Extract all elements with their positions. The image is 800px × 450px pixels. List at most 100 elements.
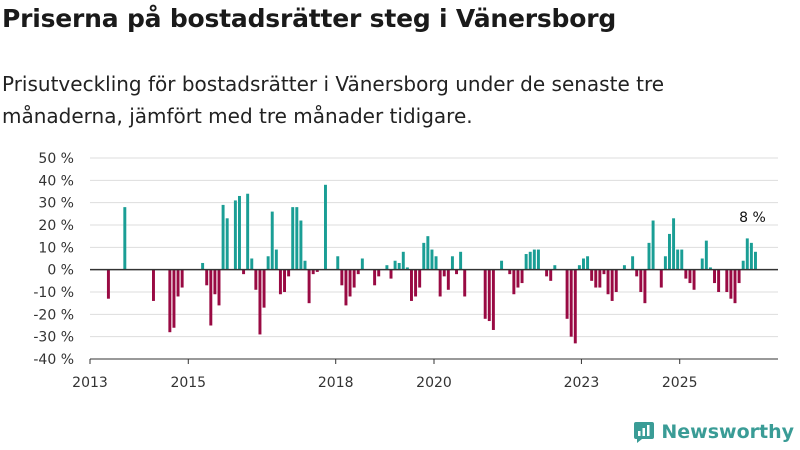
bar-positive: [201, 262, 205, 270]
bar-positive: [336, 256, 340, 270]
bar-positive: [360, 258, 364, 270]
bar-positive: [303, 260, 307, 270]
y-tick-label: 10 %: [38, 240, 74, 256]
y-tick-label: -30 %: [33, 330, 74, 346]
bar-positive: [754, 251, 757, 270]
bar-negative: [713, 269, 716, 284]
bar-negative: [549, 269, 553, 281]
bar-positive: [291, 207, 295, 270]
bar-positive: [225, 218, 229, 270]
bar-negative: [491, 269, 495, 330]
x-tick-label: 2023: [564, 375, 600, 391]
bar-negative: [573, 269, 577, 344]
bar-negative: [258, 269, 262, 335]
bar-negative: [180, 269, 184, 288]
bar-positive: [450, 256, 454, 270]
bar-negative: [168, 269, 172, 333]
bar-positive: [434, 256, 438, 270]
bar-positive: [422, 242, 426, 270]
bar-positive: [676, 249, 680, 270]
bar-negative: [377, 269, 381, 277]
bar-negative: [283, 269, 286, 292]
bar-negative: [512, 269, 516, 295]
bar-negative: [508, 269, 512, 275]
y-tick-label: 20 %: [38, 218, 74, 234]
x-tick-label: 2018: [318, 375, 354, 391]
bar-positive: [631, 256, 635, 270]
bar-positive: [704, 240, 708, 270]
bar-positive: [708, 267, 712, 270]
bar-negative: [348, 269, 352, 297]
newsworthy-logo-icon: [634, 422, 655, 443]
bar-positive: [586, 256, 590, 270]
bar-negative: [356, 269, 360, 275]
bar-positive: [393, 260, 397, 270]
bar-negative: [254, 269, 258, 290]
x-tick-label: 2020: [416, 375, 452, 391]
bar-negative: [610, 269, 614, 301]
bar-positive: [459, 251, 463, 270]
bar-positive: [741, 260, 745, 270]
x-tick-label: 2025: [662, 375, 698, 391]
bar-positive: [324, 184, 327, 270]
bar-positive: [250, 258, 254, 270]
bar-negative: [545, 269, 549, 277]
bar-positive: [528, 251, 532, 270]
bar-positive: [397, 262, 401, 270]
bar-positive: [647, 242, 651, 270]
bar-positive: [430, 249, 434, 270]
bar-negative: [311, 269, 315, 275]
bar-negative: [278, 269, 282, 295]
bar-positive: [524, 254, 528, 270]
axes: -40 % -30 % -20 % -10 % 0 % 10 % 20 % 30 % 40 % 5…: [33, 151, 778, 391]
bar-positive: [622, 265, 626, 270]
bar-positive: [663, 256, 667, 270]
bar-negative: [344, 269, 348, 306]
bar-negative: [729, 269, 733, 299]
bar-positive: [577, 265, 581, 270]
bar-positive: [221, 204, 225, 270]
bar-negative: [606, 269, 610, 295]
bar-positive: [270, 211, 274, 270]
bar-negative: [446, 269, 450, 290]
bar-negative: [614, 269, 618, 292]
bar-positive: [536, 249, 540, 270]
bar-negative: [737, 269, 741, 284]
bar-negative: [463, 269, 467, 297]
y-tick-label: 50 %: [38, 151, 74, 167]
bar-negative: [373, 269, 377, 286]
bar-negative: [635, 269, 639, 277]
y-tick-label: -40 %: [33, 352, 74, 368]
bar-negative: [598, 269, 602, 288]
y-tick-label: -20 %: [33, 307, 74, 323]
bar-negative: [209, 269, 213, 326]
bar-negative: [172, 269, 176, 328]
bar-positive: [500, 260, 504, 270]
bar-negative: [639, 269, 643, 292]
bar-negative: [213, 269, 217, 295]
bar-negative: [414, 269, 418, 297]
bar-negative: [487, 269, 491, 322]
bar-positive: [246, 193, 250, 270]
bar-negative: [455, 269, 458, 275]
bar-positive: [299, 220, 303, 270]
bar-series: [106, 184, 757, 344]
bar-positive: [680, 249, 684, 270]
bar-negative: [520, 269, 524, 284]
x-tick-label: 2013: [72, 375, 108, 391]
bar-negative: [176, 269, 180, 297]
bar-positive: [532, 249, 536, 270]
bar-negative: [418, 269, 422, 288]
bar-negative: [565, 269, 569, 319]
bar-negative: [315, 269, 319, 272]
bar-negative: [152, 269, 155, 301]
bar-negative: [106, 269, 110, 299]
bar-positive: [426, 236, 430, 270]
bar-positive: [553, 265, 557, 270]
bar-negative: [569, 269, 573, 337]
bar-negative: [438, 269, 442, 297]
bar-negative: [205, 269, 209, 286]
bar-negative: [287, 269, 291, 277]
bar-negative: [410, 269, 413, 301]
bar-negative: [590, 269, 594, 281]
